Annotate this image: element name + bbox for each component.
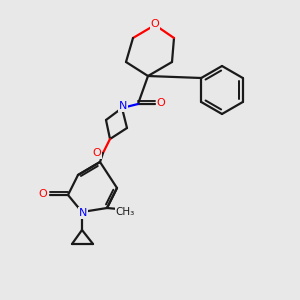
Text: O: O [157, 98, 165, 108]
Text: O: O [151, 19, 159, 29]
Text: CH₃: CH₃ [116, 207, 135, 217]
Text: N: N [119, 101, 127, 111]
Text: O: O [93, 148, 101, 158]
Text: N: N [79, 208, 87, 218]
Text: O: O [39, 189, 47, 199]
